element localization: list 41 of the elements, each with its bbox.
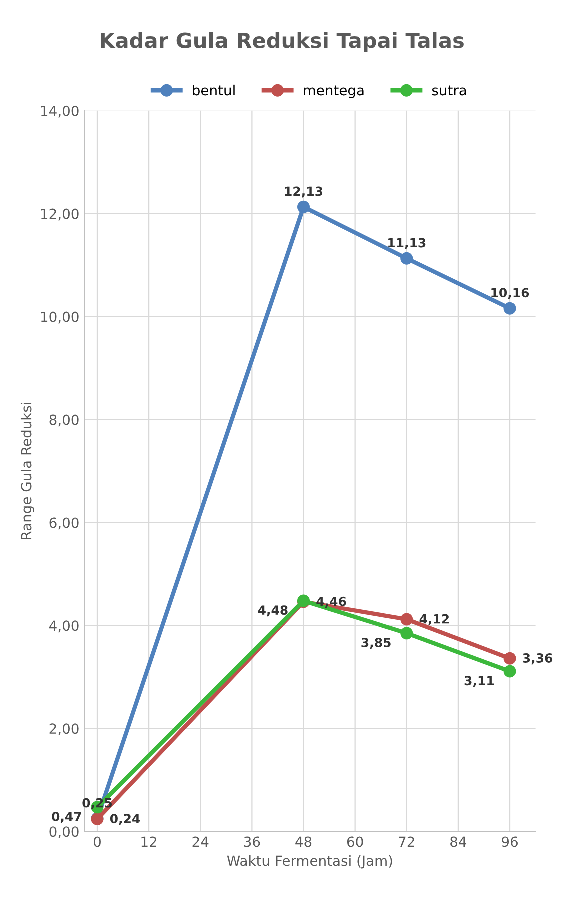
legend-label: mentega [304, 86, 364, 98]
x-tick-label: 36 [244, 836, 260, 848]
x-tick-label: 12 [142, 836, 157, 848]
data-label: 4,48 [258, 606, 288, 617]
x-axis-title: Waktu Fermentasi (Jam) [227, 855, 392, 869]
x-tick-label: 0 [94, 836, 101, 848]
y-tick-label: 10,00 [42, 312, 79, 324]
x-tick-label: 24 [192, 836, 209, 848]
point [298, 200, 310, 214]
data-label: 11,13 [388, 238, 426, 250]
y-tick-label: 0,00 [50, 826, 79, 838]
x-tick-label: 96 [502, 836, 518, 848]
y-tick-label: 8,00 [50, 414, 79, 427]
y-tick-label: 12,00 [42, 208, 79, 221]
y-tick-label: 2,00 [50, 724, 79, 736]
data-label: 3,85 [362, 638, 391, 650]
x-tick-label: 84 [450, 836, 467, 848]
data-label: 0,24 [110, 814, 140, 826]
data-label: 12,13 [285, 186, 323, 198]
y-tick-label: 6,00 [50, 518, 79, 530]
point [504, 665, 516, 678]
x-tick-label: 60 [347, 836, 364, 848]
data-label: 10,16 [492, 288, 530, 300]
point [400, 627, 414, 640]
x-tick-label: 72 [399, 836, 414, 848]
point [504, 652, 516, 665]
y-tick-label: 4,00 [49, 620, 79, 633]
data-label: 3,36 [523, 654, 553, 665]
legend-label: sutra [432, 86, 466, 96]
y-tick-label: 14,00 [42, 106, 79, 118]
point [400, 252, 414, 265]
point [400, 613, 414, 626]
chart-title: Kadar Gula Reduksi Tapai Talas [101, 32, 464, 53]
data-label: 0,47 [52, 812, 82, 824]
data-label: 3,11 [464, 676, 494, 688]
y-axis-title: Range Gula Reduksi [20, 402, 34, 540]
legend-label: bentul [193, 84, 235, 96]
data-label: 4,12 [420, 614, 449, 626]
data-label: 0,25 [82, 798, 112, 810]
x-tick-label: 48 [296, 836, 312, 848]
point [504, 302, 516, 315]
